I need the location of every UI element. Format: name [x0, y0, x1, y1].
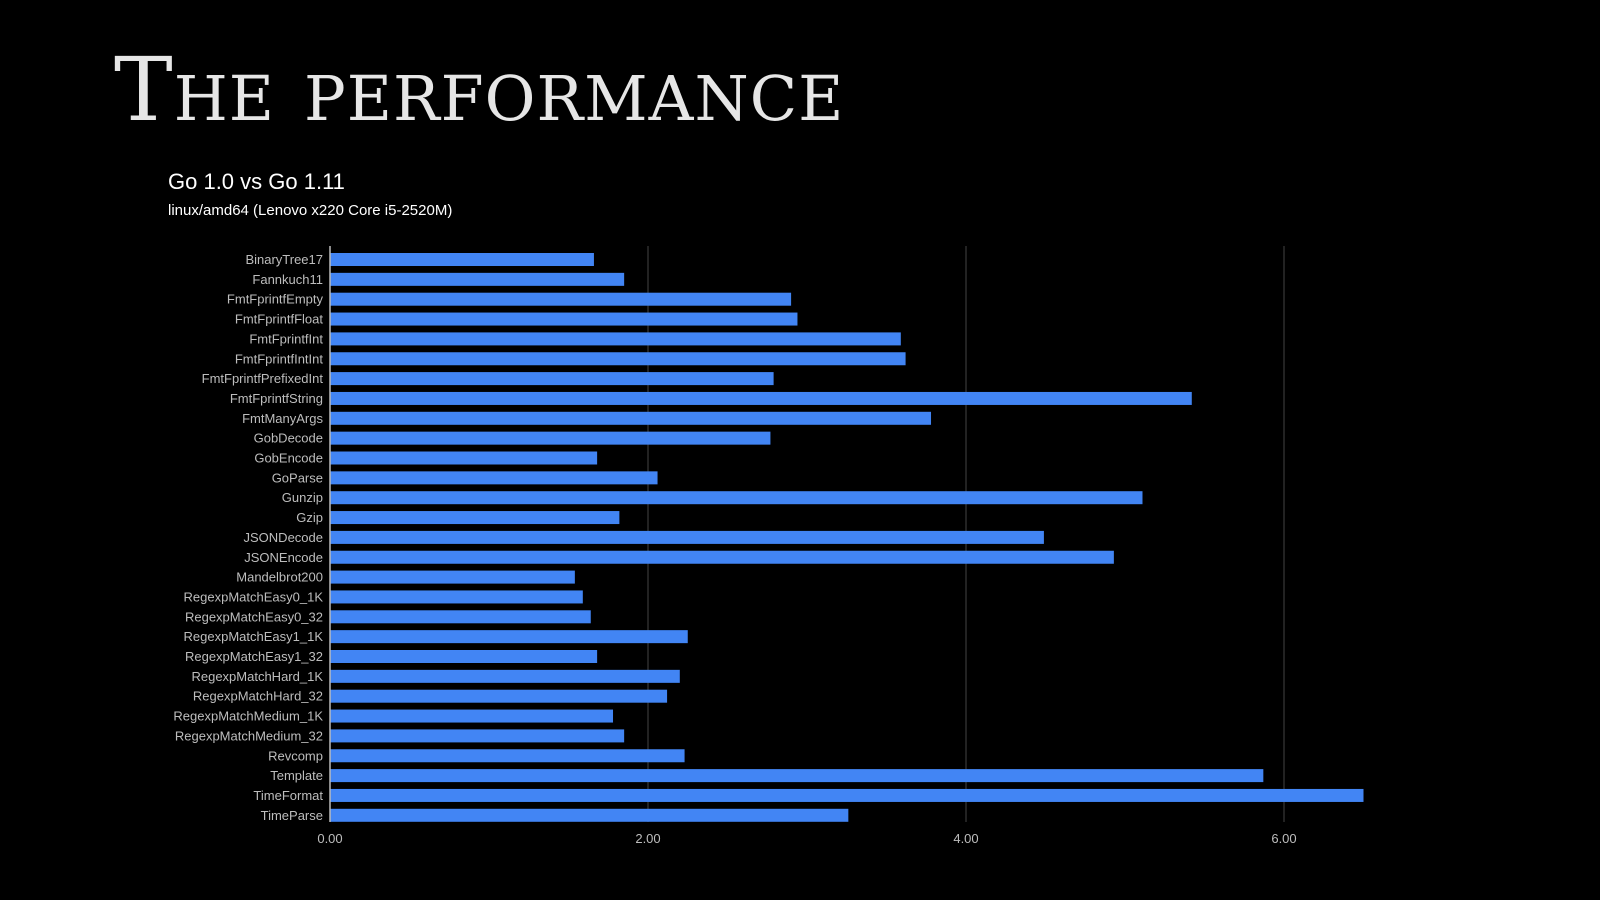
bar [330, 431, 771, 445]
bar [330, 292, 792, 306]
bar [330, 749, 685, 763]
bar [330, 312, 798, 326]
category-label: FmtFprintfFloat [235, 312, 324, 327]
category-label: RegexpMatchHard_1K [191, 669, 323, 684]
x-tick-label: 6.00 [1271, 831, 1296, 846]
bar [330, 689, 668, 703]
bar [330, 570, 575, 584]
category-label: RegexpMatchEasy1_1K [184, 629, 324, 644]
bar [330, 491, 1143, 505]
chart-subtitle: linux/amd64 (Lenovo x220 Core i5-2520M) [168, 202, 453, 219]
category-label: TimeParse [261, 808, 323, 823]
category-label: RegexpMatchMedium_32 [175, 728, 323, 743]
bar [330, 272, 625, 286]
category-label: RegexpMatchEasy0_1K [184, 589, 324, 604]
bar [330, 788, 1364, 802]
bar [330, 372, 774, 386]
chart-title: Go 1.0 vs Go 1.11 [168, 169, 345, 194]
bar [330, 669, 680, 683]
category-label: RegexpMatchEasy1_32 [185, 649, 323, 664]
bar [330, 471, 658, 485]
category-label: FmtFprintfIntInt [235, 351, 324, 366]
bar [330, 729, 625, 743]
bar [330, 709, 614, 723]
category-label: FmtFprintfEmpty [227, 292, 324, 307]
category-label: Gzip [296, 510, 323, 525]
category-label: JSONEncode [244, 550, 323, 565]
category-label: GobDecode [254, 431, 323, 446]
slide-title: The performance [114, 38, 845, 141]
bar [330, 590, 583, 604]
category-label: FmtFprintfPrefixedInt [202, 371, 324, 386]
x-tick-label: 0.00 [317, 831, 342, 846]
category-label: GoParse [272, 470, 323, 485]
bar [330, 769, 1264, 783]
category-label: FmtFprintfInt [249, 331, 323, 346]
bar [330, 332, 901, 346]
bar [330, 650, 598, 663]
category-label: FmtFprintfString [230, 391, 323, 406]
category-label: FmtManyArgs [242, 411, 323, 426]
category-label: RegexpMatchEasy0_32 [185, 609, 323, 624]
category-label: TimeFormat [253, 788, 323, 803]
bar [330, 610, 591, 624]
bar [330, 530, 1044, 544]
bar [330, 391, 1192, 405]
bar [330, 511, 620, 525]
bar [330, 630, 688, 644]
category-label: JSONDecode [244, 530, 323, 545]
category-label: Mandelbrot200 [236, 570, 323, 585]
category-label: Gunzip [282, 490, 323, 505]
x-tick-label: 4.00 [953, 831, 978, 846]
bar [330, 451, 598, 465]
category-label: BinaryTree17 [245, 252, 323, 267]
bar [330, 253, 594, 266]
bar [330, 352, 906, 366]
x-tick-label: 2.00 [635, 831, 660, 846]
bar [330, 808, 849, 822]
bar [330, 411, 932, 425]
category-label: Fannkuch11 [252, 272, 323, 287]
bar [330, 550, 1114, 564]
category-label: RegexpMatchHard_32 [193, 689, 323, 704]
category-label: RegexpMatchMedium_1K [173, 709, 323, 724]
category-label: GobEncode [254, 451, 323, 466]
category-label: Template [270, 768, 323, 783]
category-label: Revcomp [268, 748, 323, 763]
